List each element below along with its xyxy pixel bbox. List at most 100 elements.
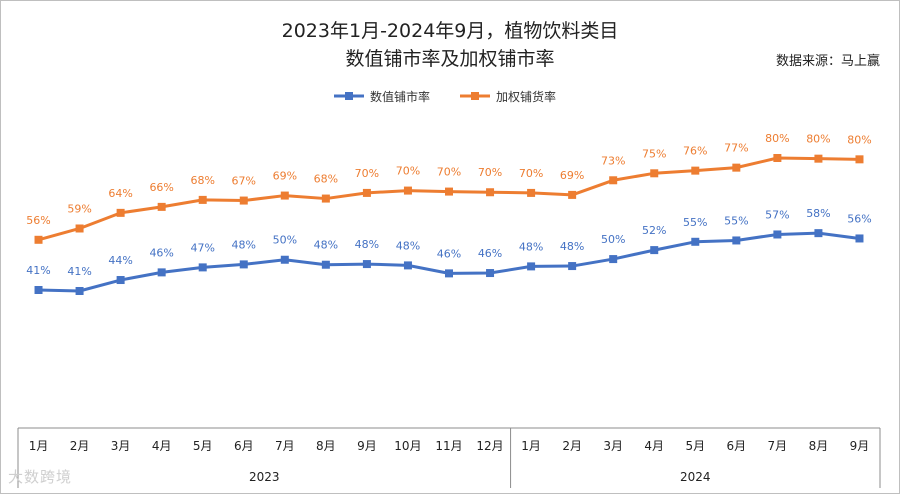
data-label: 46% [478,247,502,260]
x-tick-label: 6月 [727,439,747,453]
data-point [814,229,823,238]
data-label: 46% [149,246,173,259]
x-tick-label: 8月 [809,439,829,453]
data-point [75,286,84,295]
x-tick-label: 9月 [357,439,377,453]
x-tick-label: 7月 [275,439,295,453]
data-point [157,202,166,211]
legend-marker-1 [345,92,353,100]
data-label: 48% [396,239,420,252]
data-point [732,236,741,245]
data-point [527,262,536,271]
data-label: 50% [601,233,625,246]
data-label: 50% [273,234,297,247]
x-tick-label: 3月 [111,439,131,453]
data-point [403,186,412,195]
data-label: 55% [683,216,707,229]
data-label: 76% [683,145,707,158]
data-label: 70% [437,166,461,179]
data-point [321,260,330,269]
data-point [691,166,700,175]
data-point [198,263,207,272]
legend-label-1: 数值铺市率 [370,89,430,104]
data-point [445,269,453,278]
data-point [773,154,782,162]
data-point [34,235,43,244]
x-tick-label: 1月 [29,439,49,453]
legend-label-2: 加权铺货率 [496,89,556,104]
data-label: 46% [437,247,461,260]
x-tick-label: 1月 [521,439,541,453]
data-point [157,268,166,277]
x-tick-label: 3月 [603,439,623,453]
chart-title-line2: 数值铺市率及加权铺市率 [345,48,555,70]
data-label: 48% [355,238,379,251]
data-label: 69% [560,169,584,182]
data-label: 52% [642,224,666,237]
data-point [691,237,700,246]
data-point [650,246,659,255]
data-label: 41% [67,265,91,278]
data-point [362,188,371,197]
data-point [239,260,248,269]
x-group-label-2023: 2023 [249,470,280,484]
x-tick-label: 2月 [70,439,90,453]
data-point [403,261,412,270]
data-point [732,163,741,172]
x-tick-label: 5月 [193,439,213,453]
data-label: 70% [355,167,379,180]
data-point [527,188,536,197]
data-point [280,191,289,200]
data-point [568,262,577,271]
data-point [280,255,289,264]
data-point [239,196,248,205]
data-label: 48% [314,239,338,252]
data-label: 80% [806,133,830,146]
data-label: 47% [190,241,214,254]
data-point [445,187,453,196]
data-label: 48% [232,238,256,251]
data-label: 56% [26,214,50,227]
data-label: 70% [478,166,502,179]
chart-title-line1: 2023年1月-2024年9月，植物饮料类目 [281,20,619,42]
data-point [773,230,782,239]
data-point [814,154,823,163]
data-point [855,155,864,164]
data-label: 73% [601,154,625,167]
x-tick-label: 6月 [234,439,254,453]
data-label: 80% [847,133,871,146]
x-tick-label: 8月 [316,439,336,453]
x-group-label-2024: 2024 [680,470,711,484]
x-tick-label: 9月 [850,439,870,453]
data-point [362,260,371,269]
data-label: 59% [67,202,91,215]
data-label: 68% [190,174,214,187]
x-tick-label: 12月 [476,439,503,453]
x-tick-label: 10月 [394,439,421,453]
data-label: 69% [273,170,297,183]
data-label: 70% [519,167,543,180]
data-point [75,224,84,233]
data-point [198,195,207,204]
data-label: 57% [765,208,789,221]
data-label: 80% [765,132,789,145]
data-point [568,190,577,199]
data-label: 58% [806,207,830,220]
data-label: 48% [519,240,543,253]
data-label: 44% [108,254,132,267]
data-label: 68% [314,173,338,186]
data-label: 48% [560,240,584,253]
watermark-logo: 大数跨境 [8,468,73,486]
data-point [321,194,330,203]
data-point [116,208,125,217]
data-point [609,255,618,264]
data-label: 41% [26,264,50,277]
data-source-label: 数据来源：马上赢 [775,54,880,69]
x-tick-label: 2月 [562,439,582,453]
data-point [609,176,618,185]
data-point [855,234,864,243]
data-point [650,169,659,178]
data-label: 70% [396,165,420,178]
